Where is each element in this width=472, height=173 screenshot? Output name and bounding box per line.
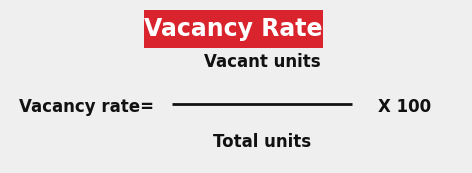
Text: Vacancy rate=: Vacancy rate= — [19, 98, 154, 116]
Text: Vacant units: Vacant units — [203, 53, 320, 71]
Text: Vacancy Rate: Vacancy Rate — [144, 17, 323, 41]
Text: Total units: Total units — [213, 133, 311, 151]
Text: X 100: X 100 — [378, 98, 431, 116]
FancyBboxPatch shape — [144, 10, 323, 48]
